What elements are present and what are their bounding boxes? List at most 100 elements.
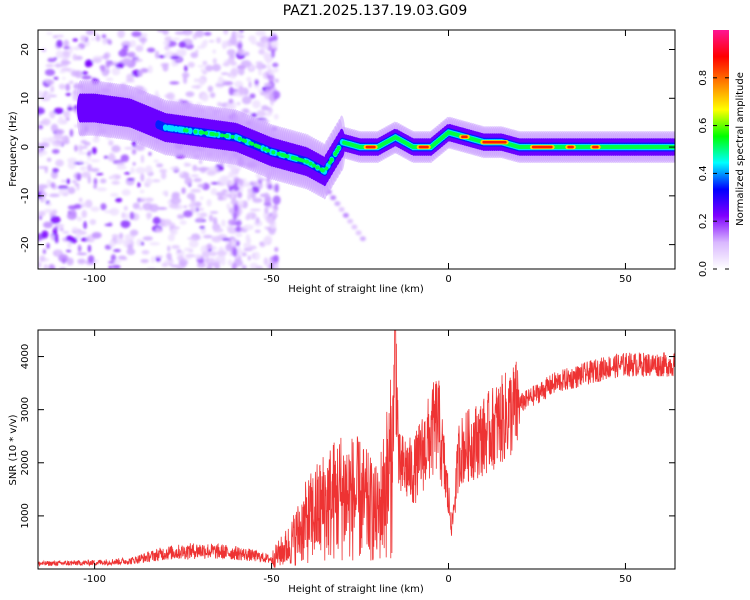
heatmap-noise-cell (80, 202, 86, 208)
spectrogram-x-tick-label-0: -100 (83, 274, 106, 285)
heatmap-noise-cell (209, 251, 217, 257)
heatmap-noise-cell (72, 53, 77, 61)
heatmap-noise-cell (211, 63, 221, 72)
heatmap-noise-cell (40, 141, 50, 148)
heatmap-noise-cell (266, 64, 272, 70)
heatmap-noise-cell (161, 219, 172, 226)
ridge-green (329, 157, 334, 162)
heatmap-noise-cell (178, 171, 184, 176)
heatmap-noise-cell (126, 73, 134, 82)
heatmap-noise-cell (56, 39, 63, 48)
heatmap-noise-cell (254, 79, 259, 86)
heatmap-noise-cell (96, 187, 107, 192)
heatmap-noise-cell (156, 207, 168, 210)
heatmap-noise-cell (67, 186, 76, 195)
ridge-green (225, 134, 230, 139)
heatmap-noise-cell (77, 258, 86, 265)
heatmap-noise-cell (268, 37, 274, 42)
heatmap-noise-cell (177, 50, 185, 58)
heatmap-noise-cell (42, 248, 46, 255)
ridge-green (308, 161, 313, 166)
heatmap-noise-cell (123, 205, 128, 211)
heatmap-noise-cell (230, 67, 239, 77)
heatmap-noise-cell (120, 220, 131, 229)
heatmap-noise-cell (267, 183, 273, 190)
heatmap-noise-cell (55, 142, 63, 146)
heatmap-noise-cell (121, 212, 126, 219)
heatmap-noise-cell (248, 81, 252, 88)
heatmap-noise-cell (71, 226, 79, 232)
heatmap-noise-cell (103, 155, 109, 159)
heatmap-noise-cell (65, 249, 72, 253)
ridge-green (266, 148, 271, 153)
heatmap-noise-cell (90, 37, 95, 41)
heatmap-noise-cell (46, 157, 52, 162)
heatmap-noise-cell (223, 30, 229, 35)
heatmap-noise-cell (148, 151, 152, 156)
heatmap-noise-cell (44, 166, 48, 174)
heatmap-noise-cell (141, 32, 148, 38)
heatmap-noise-cell (230, 61, 237, 66)
heatmap-noise-cell (52, 35, 59, 39)
heatmap-noise-cell (50, 170, 58, 179)
heatmap-noise-cell (228, 219, 236, 226)
heatmap-noise-cell (169, 81, 180, 85)
heatmap-noise-cell (274, 183, 280, 193)
heatmap-noise-cell (87, 164, 92, 172)
heatmap-noise-cell (109, 176, 117, 180)
heatmap-noise-cell (187, 61, 195, 68)
heatmap-noise-cell (147, 65, 153, 74)
heatmap-noise-cell (250, 191, 256, 200)
heatmap-noise-cell (115, 237, 124, 245)
heatmap-noise-cell (163, 259, 175, 264)
heatmap-noise-cell (192, 164, 198, 172)
ridge-green (237, 136, 242, 141)
heatmap-noise-cell (211, 235, 222, 243)
heatmap-noise-cell (265, 88, 271, 94)
heatmap-noise-cell (67, 205, 78, 210)
heatmap-noise-cell (235, 240, 240, 247)
snr-y-tick-label-1: 2000 (20, 450, 31, 475)
heatmap-noise-cell (232, 247, 238, 257)
heatmap-noise-cell (193, 178, 202, 183)
colorbar-ticks: 0.0 0.2 0.4 0.6 0.8 (698, 70, 729, 277)
heatmap-noise-cell (65, 83, 71, 92)
ridge-green (204, 131, 209, 136)
heatmap-noise-cell (252, 100, 261, 109)
heatmap-noise-cell (246, 76, 252, 82)
heatmap-noise-cell (83, 220, 87, 230)
heatmap-noise-cell (105, 77, 114, 82)
heatmap-noise-cell (190, 188, 202, 193)
heatmap-noise-cell (111, 234, 119, 239)
snr-ticks: -100 -50 0 50 1000 2000 3000 4000 (20, 330, 675, 585)
heatmap-noise-cell (135, 143, 146, 151)
heatmap-noise-cell (201, 251, 211, 257)
heatmap-noise-cell (53, 76, 59, 80)
spectrogram-y-tick-label-4: 20 (20, 43, 31, 56)
heatmap-noise-cell (62, 230, 70, 234)
heatmap-noise-cell (90, 206, 100, 212)
heatmap-noise-cell (157, 30, 166, 33)
heatmap-noise-cell (77, 151, 88, 155)
heatmap-noise-cell (121, 189, 131, 196)
ridge-green (333, 151, 338, 156)
heatmap-noise-cell (215, 191, 226, 197)
heatmap-noise-cell (137, 198, 146, 203)
heatmap-noise-cell (93, 184, 97, 189)
heatmap-noise-cell (216, 250, 227, 256)
heatmap-noise-cell (100, 178, 107, 184)
snr-y-tick-label-2: 3000 (20, 397, 31, 422)
heatmap-noise-cell (46, 79, 55, 85)
ridge-green (184, 128, 189, 133)
colorbar-gradient (713, 30, 729, 269)
heatmap-noise-cell (69, 45, 73, 54)
heatmap-noise-cell (206, 265, 213, 269)
heatmap-noise-cell (131, 148, 137, 155)
heatmap-noise-cell (164, 94, 173, 98)
heatmap-noise-cell (228, 98, 234, 104)
snr-frame (37, 329, 676, 570)
heatmap-noise-cell (255, 265, 263, 269)
heatmap-noise-cell (194, 201, 202, 208)
spectrogram-y-tick-label-3: 10 (20, 92, 31, 105)
heatmap-noise-cell (196, 217, 204, 222)
